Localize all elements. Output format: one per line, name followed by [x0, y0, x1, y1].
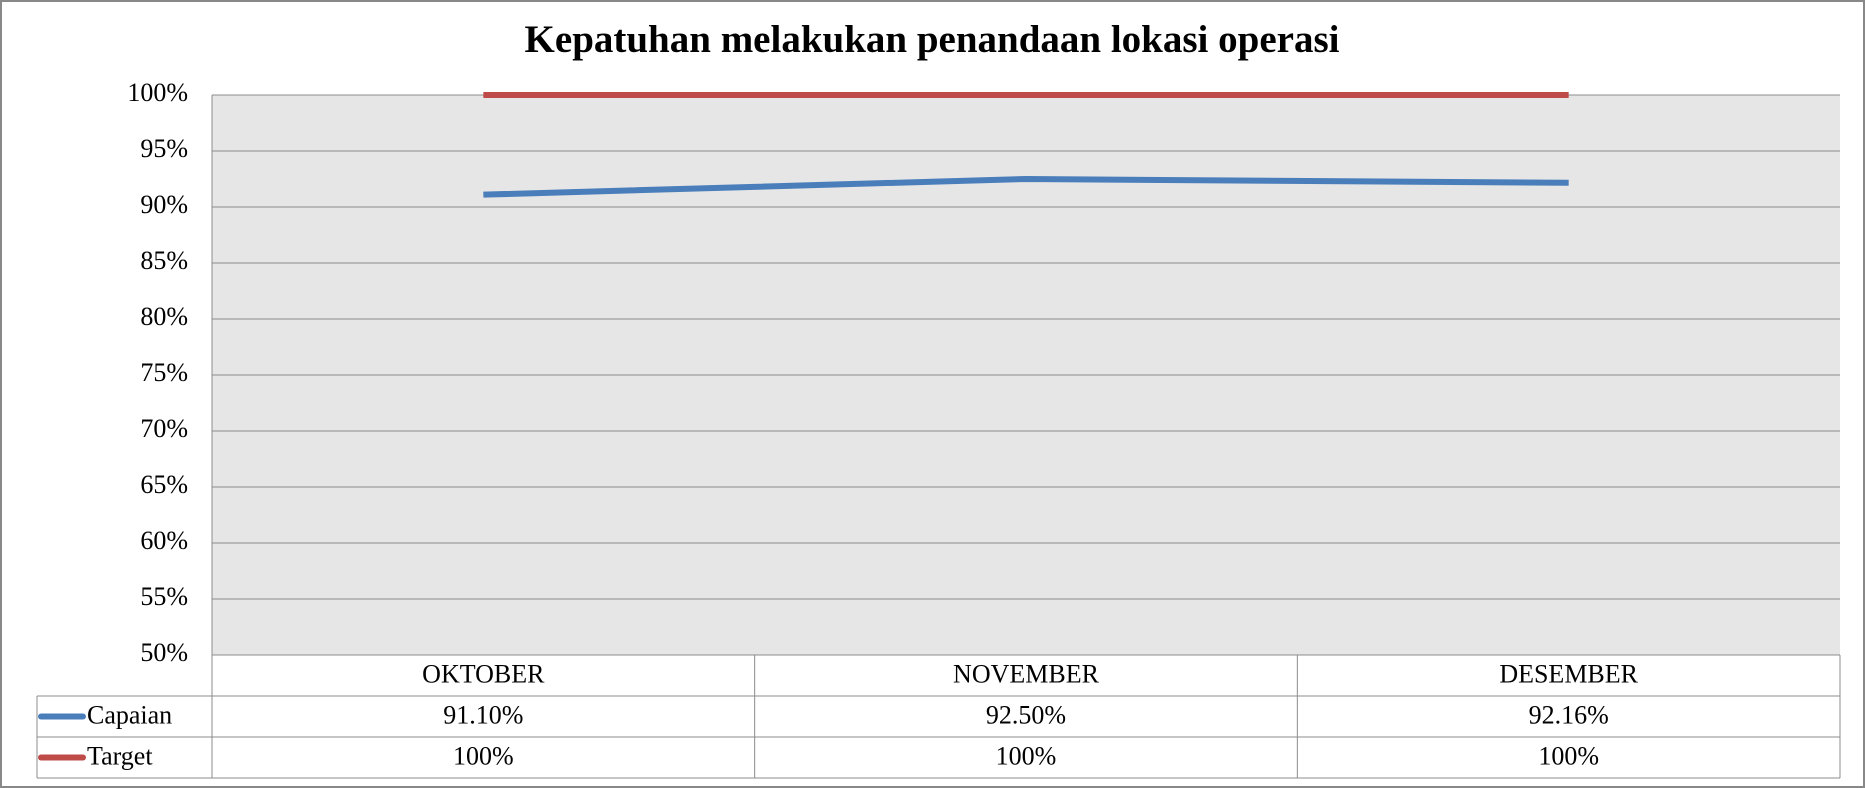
- table-value: 92.16%: [1529, 700, 1609, 729]
- y-tick-label: 65%: [140, 470, 188, 499]
- x-tick-label: DESEMBER: [1499, 659, 1638, 688]
- table-value: 100%: [1538, 741, 1599, 770]
- y-tick-label: 90%: [140, 190, 188, 219]
- x-tick-label: NOVEMBER: [953, 659, 1100, 688]
- legend-label: Capaian: [87, 700, 172, 729]
- y-tick-label: 95%: [140, 134, 188, 163]
- y-tick-label: 80%: [140, 302, 188, 331]
- series-line: [483, 176, 1569, 198]
- table-value: 92.50%: [986, 700, 1066, 729]
- y-tick-label: 50%: [140, 638, 188, 667]
- y-tick-label: 55%: [140, 582, 188, 611]
- legend-label: Target: [87, 741, 153, 770]
- table-value: 100%: [996, 741, 1057, 770]
- y-tick-label: 70%: [140, 414, 188, 443]
- table-value: 100%: [453, 741, 514, 770]
- y-tick-label: 85%: [140, 246, 188, 275]
- y-tick-label: 100%: [127, 78, 188, 107]
- x-tick-label: OKTOBER: [422, 659, 545, 688]
- y-tick-label: 75%: [140, 358, 188, 387]
- table-value: 91.10%: [443, 700, 523, 729]
- chart-title: Kepatuhan melakukan penandaan lokasi ope…: [525, 18, 1340, 61]
- y-tick-label: 60%: [140, 526, 188, 555]
